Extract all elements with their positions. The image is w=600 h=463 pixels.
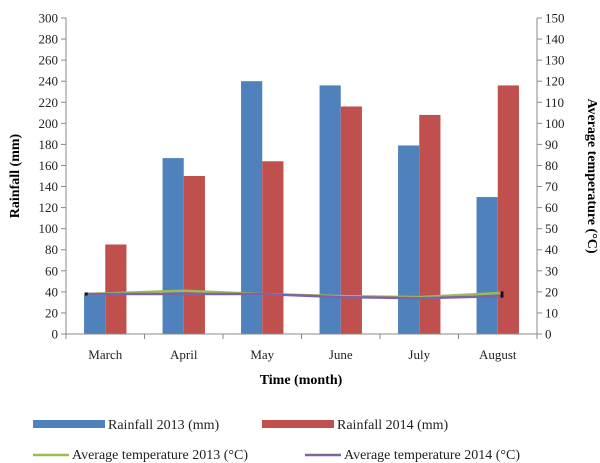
bar-rainfall-2013 <box>476 197 498 334</box>
bar-rainfall-2013 <box>162 158 184 334</box>
line-endpoint-marker <box>500 294 504 298</box>
y2-tick-label: 70 <box>545 179 558 194</box>
y-tick-label: 200 <box>39 116 59 131</box>
legend-swatch-rainfall-2014 <box>262 420 334 428</box>
y-tick-label: 20 <box>45 305 58 320</box>
bar-rainfall-2014 <box>262 161 284 334</box>
legend-label-rainfall-2014: Rainfall 2014 (mm) <box>337 418 449 433</box>
x-tick-label: August <box>479 347 517 362</box>
line-endpoint-marker <box>500 291 504 295</box>
y-tick-label: 160 <box>39 158 59 173</box>
legend: Rainfall 2013 (mm) Rainfall 2014 (mm) Av… <box>33 418 520 463</box>
y-tick-label: 260 <box>39 53 59 68</box>
y2-tick-label: 150 <box>545 11 565 26</box>
axes: Time (month) Rainfall (mm) Average tempe… <box>8 11 599 389</box>
y2-tick-label: 0 <box>545 327 552 342</box>
y-tick-label: 0 <box>52 327 59 342</box>
legend-swatch-rainfall-2013 <box>33 420 105 428</box>
y2-tick-label: 30 <box>545 263 558 278</box>
x-tick-label: April <box>170 347 198 362</box>
y2-tick-label: 130 <box>545 53 565 68</box>
bar-rainfall-2013 <box>398 145 420 334</box>
bar-rainfall-2014 <box>105 244 127 334</box>
x-axis-title: Time (month) <box>260 373 343 388</box>
legend-label-temp-2013: Average temperature 2013 (°C) <box>72 448 248 463</box>
bar-rainfall-2014 <box>340 106 362 334</box>
y-tick-label: 140 <box>39 179 59 194</box>
y2-tick-label: 20 <box>545 284 558 299</box>
y2-tick-label: 50 <box>545 221 558 236</box>
y-tick-label: 80 <box>45 242 58 257</box>
y2-tick-label: 120 <box>545 74 565 89</box>
bar-rainfall-2014 <box>183 176 205 334</box>
bar-rainfall-2014 <box>497 85 519 334</box>
bar-rainfall-2013 <box>84 295 106 334</box>
y2-tick-label: 140 <box>545 32 565 47</box>
x-tick-label: June <box>329 347 353 362</box>
y-tick-label: 300 <box>39 11 59 26</box>
y2-tick-label: 60 <box>545 200 558 215</box>
line-endpoint-marker <box>84 292 88 296</box>
y-tick-label: 60 <box>45 263 58 278</box>
y-tick-label: 40 <box>45 284 58 299</box>
legend-label-rainfall-2013: Rainfall 2013 (mm) <box>108 418 220 433</box>
y2-tick-label: 100 <box>545 116 565 131</box>
y-tick-label: 120 <box>39 200 59 215</box>
bar-rainfall-2013 <box>319 85 341 334</box>
legend-label-temp-2014: Average temperature 2014 (°C) <box>344 448 520 463</box>
y-tick-label: 100 <box>39 221 59 236</box>
y-tick-label: 280 <box>39 32 59 47</box>
y-tick-label: 180 <box>39 137 59 152</box>
y2-tick-label: 110 <box>545 95 564 110</box>
y-tick-label: 220 <box>39 95 59 110</box>
y-axis-title: Rainfall (mm) <box>8 133 23 218</box>
y-tick-label: 240 <box>39 74 59 89</box>
y2-axis-title: Average temperature (°C) <box>584 98 599 253</box>
y2-tick-label: 10 <box>545 305 558 320</box>
y2-tick-label: 80 <box>545 158 558 173</box>
line-temp-2014 <box>86 292 503 300</box>
bar-rainfall-2013 <box>241 81 263 334</box>
y2-tick-label: 90 <box>545 137 558 152</box>
x-tick-label: May <box>250 347 274 362</box>
x-tick-label: March <box>88 347 122 362</box>
x-tick-label: July <box>408 347 430 362</box>
bar-rainfall-2014 <box>419 114 441 334</box>
plot-area <box>84 81 519 334</box>
y2-tick-label: 40 <box>545 242 558 257</box>
